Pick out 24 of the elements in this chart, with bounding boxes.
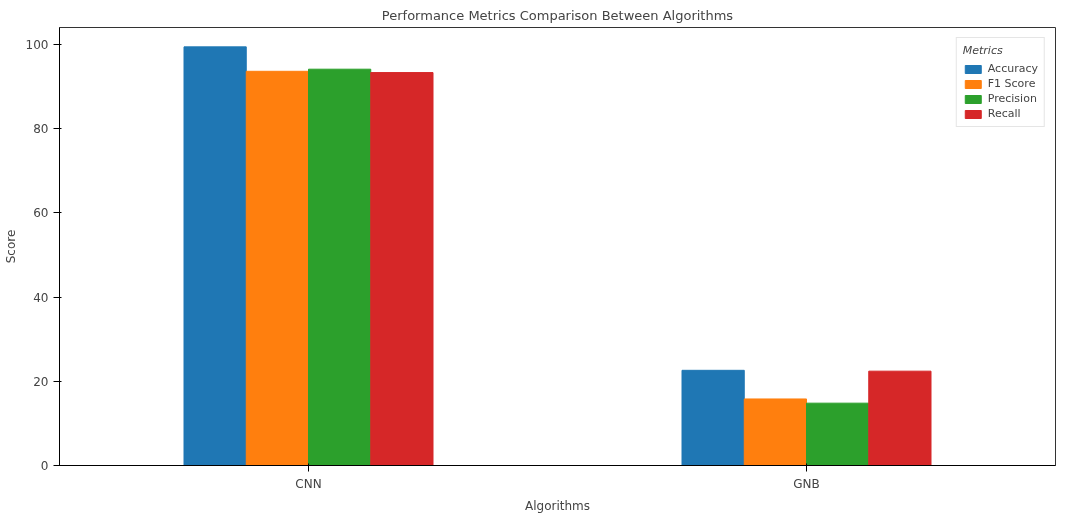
legend-label: Recall [987, 107, 1021, 120]
y-tick-label: 40 [33, 290, 49, 305]
y-axis-title: Score [3, 229, 18, 264]
x-tick-label: GNB [793, 476, 820, 491]
y-tick-label: 0 [40, 459, 49, 473]
x-axis-title: Algorithms [524, 498, 591, 513]
bar [743, 398, 807, 466]
bar [308, 68, 372, 466]
bar [183, 46, 247, 466]
bar [245, 70, 309, 466]
legend-title: Metrics [962, 44, 1004, 57]
y-tick-label: 20 [33, 374, 49, 389]
bar [806, 402, 870, 466]
bar [868, 370, 932, 466]
legend-label: Accuracy [987, 62, 1038, 75]
y-tick-label: 60 [33, 206, 49, 221]
y-tick-label: 80 [33, 122, 49, 137]
legend-label: F1 Score [987, 77, 1036, 90]
y-tick-label: 100 [25, 37, 49, 52]
x-tick-label: CNN [295, 476, 322, 491]
bar [681, 369, 745, 466]
chart-title: Performance Metrics Comparison Between Algorithms [381, 7, 734, 23]
bar [370, 72, 434, 466]
legend-label: Precision [987, 92, 1037, 105]
